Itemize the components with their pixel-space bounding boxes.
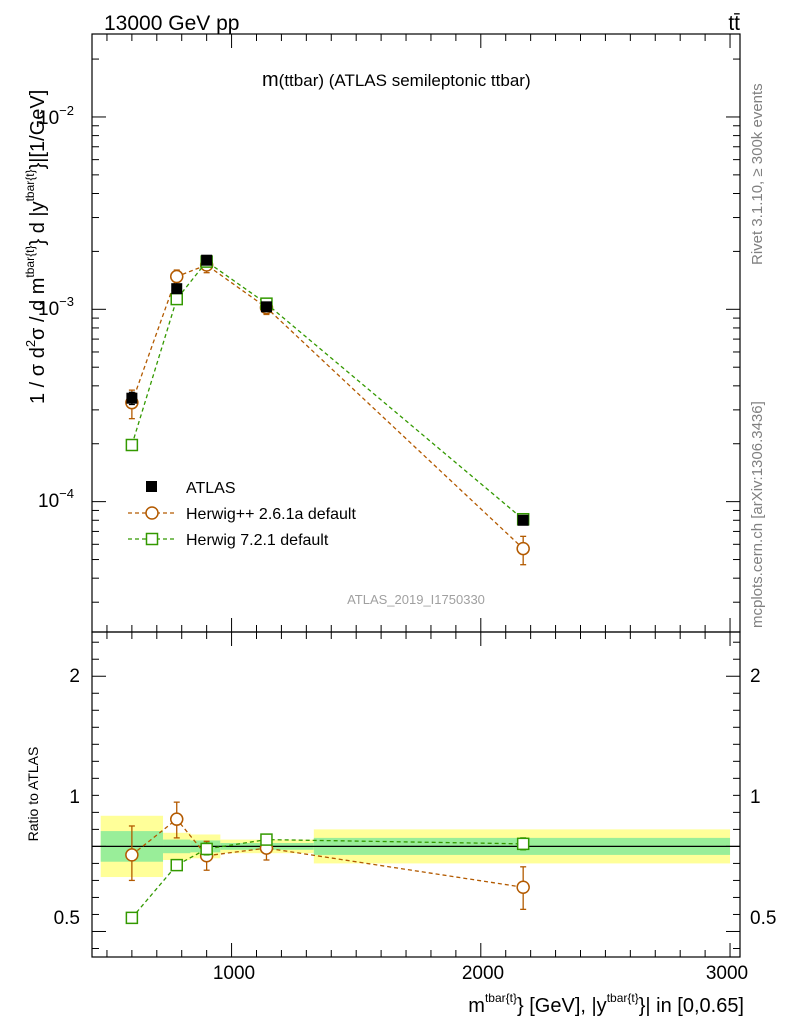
rivet-label: Rivet 3.1.10, ≥ 300k events [749, 83, 766, 265]
ratio-y-tick-label-2: 2 [69, 666, 80, 687]
main-axis-ticks [92, 34, 740, 632]
main-point-atlas-3 [260, 301, 272, 313]
legend-label-herwig7: Herwig 7.2.1 default [186, 532, 329, 549]
ratio-y-tick-label-1: 1 [69, 787, 80, 808]
y-tick-1e-3-base: 10 [38, 299, 59, 320]
main-watermark: ATLAS_2019_I1750330 [347, 592, 485, 607]
xlabel-sup-a: tbar{t} [485, 991, 517, 1005]
main-point-herwig-7-2-1-default-1 [170, 292, 183, 306]
x-tick-label-2000: 2000 [462, 963, 504, 984]
ratio-point-herwig-7-2-1-default-1 [170, 858, 183, 872]
legend-label-herwigpp: Herwig++ 2.6.1a default [186, 506, 356, 523]
legend-marker-atlas [146, 481, 157, 492]
ratio-y-tick-labels-left: 2 1 0.5 [54, 666, 80, 929]
xlabel-m: m [468, 995, 485, 1017]
y-tick-label-1e-3: 10−3 [38, 294, 74, 320]
ylabel-mid2: } d |y [27, 201, 49, 245]
ylabel-prefix: 1 / σ d [27, 347, 49, 404]
ylabel-sup-b: tbar{t} [23, 169, 37, 201]
legend-marker-herwigpp [145, 506, 159, 520]
xlabel-suffix: }| in [0,0.65] [639, 995, 744, 1017]
ratio-point-herwig-7-2-1-default-3 [260, 833, 273, 846]
ratio-y-tick-labels-right: 2 1 0.5 [750, 666, 776, 929]
ratio-point-herwig-2-6-1a-default-1 [169, 812, 184, 826]
ratio-plot-frame [91, 631, 741, 958]
ratio-line-herwig-2-6-1a-default [131, 818, 524, 888]
ratio-y-tick-label-0p5-right: 0.5 [750, 908, 776, 929]
ratio-y-axis-label: Ratio to ATLAS [25, 747, 41, 842]
main-point-atlas-4 [517, 514, 529, 526]
y-tick-label-1e-4: 10−4 [38, 486, 74, 512]
ylabel-sup-a: tbar{t} [23, 246, 37, 278]
main-line-herwig-7-2-1-default [131, 260, 524, 520]
ratio-data-layer [92, 801, 740, 925]
legend-marker-herwig7 [145, 532, 159, 546]
y-tick-1e-2-base: 10 [38, 108, 59, 129]
main-point-atlas-0 [126, 392, 138, 404]
ratio-point-herwig-7-2-1-default-0 [125, 911, 139, 925]
ratio-point-herwig-7-2-1-default-4 [516, 837, 530, 851]
ratio-point-herwig-7-2-1-default-2 [200, 842, 213, 856]
main-point-herwig-2-6-1a-default-1 [169, 269, 184, 284]
y-tick-label-1e-2: 10−2 [38, 103, 74, 129]
xlabel-mid: } [GeV], |y [517, 995, 607, 1017]
x-tick-label-1000: 1000 [213, 963, 255, 984]
y-tick-1e-3-exp: −3 [59, 294, 74, 309]
ratio-y-tick-label-2-right: 2 [750, 666, 761, 687]
ratio-point-herwig-2-6-1a-default-4 [516, 880, 530, 894]
header-left: 13000 GeV pp [104, 12, 239, 35]
xlabel-sup-b: tbar{t} [607, 991, 639, 1005]
y-tick-1e-4-exp: −4 [59, 486, 74, 501]
main-point-herwig-2-6-1a-default-4 [516, 541, 530, 556]
ylabel-suffix: }|[1/GeV] [27, 90, 49, 170]
mcplots-label: mcplots.cern.ch [arXiv:1306.3436] [749, 401, 766, 628]
x-axis-label: mtbar{t}} [GeV], |ytbar{t}}| in [0,0.65] [468, 991, 744, 1017]
legend-label-atlas: ATLAS [186, 480, 236, 497]
main-y-tick-labels: 10−2 10−3 10−4 [38, 103, 74, 512]
main-data-layer [125, 254, 530, 566]
ratio-plot-panel: 2 1 0.5 2 1 0.5 Ratio to ATLAS 1000 2000… [25, 631, 776, 1017]
main-point-atlas-1 [171, 283, 183, 295]
main-y-axis-label: 1 / σ d2σ / d mtbar{t}} d |ytbar{t}}|[1/… [23, 90, 49, 404]
y-tick-1e-2-exp: −2 [59, 103, 74, 118]
x-tick-labels: 1000 2000 3000 [213, 963, 748, 984]
main-point-atlas-2 [201, 254, 213, 266]
main-title-m: m [262, 69, 279, 91]
main-point-herwig-7-2-1-default-0 [125, 438, 139, 452]
ylabel-mid: σ / d m [27, 278, 49, 340]
ratio-point-herwig-2-6-1a-default-0 [125, 848, 139, 862]
ratio-y-tick-label-1-right: 1 [750, 787, 761, 808]
y-tick-1e-4-base: 10 [38, 491, 59, 512]
ylabel-sup2: 2 [23, 340, 38, 347]
x-tick-label-3000: 3000 [706, 963, 748, 984]
main-plot-panel: m(ttbar) (ATLAS semileptonic ttbar) ATLA… [23, 33, 741, 633]
ratio-y-tick-label-0p5: 0.5 [54, 908, 80, 929]
header-right: tt̄ [728, 12, 740, 35]
ratio-axis-ticks [92, 632, 740, 957]
main-title-rest: (ttbar) (ATLAS semileptonic ttbar) [279, 71, 531, 90]
main-title: m(ttbar) (ATLAS semileptonic ttbar) [262, 69, 531, 91]
legend: ATLAS Herwig++ 2.6.1a default Herwig 7.2… [128, 480, 356, 549]
